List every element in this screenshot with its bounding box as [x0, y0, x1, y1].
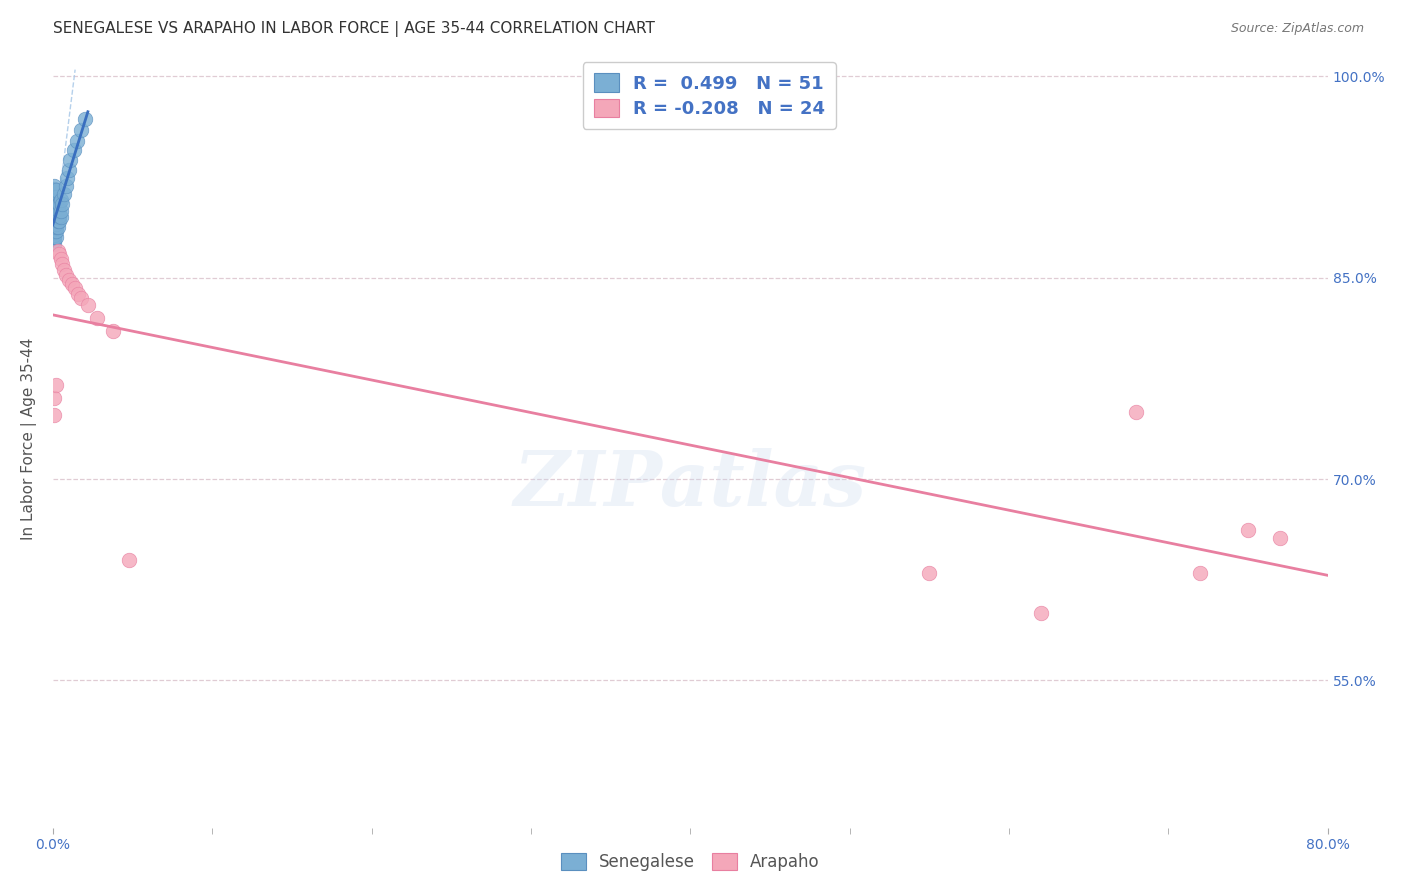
Point [49, 203, 72, 218]
Point [44, 217, 66, 231]
Point [44, 237, 66, 252]
Point [60, 277, 83, 292]
Point [45, 211, 67, 225]
Point [46, 203, 69, 218]
Point [44, 197, 66, 211]
Point [56, 171, 79, 186]
Point [45, 203, 67, 218]
Text: SENEGALESE VS ARAPAHO IN LABOR FORCE | AGE 35-44 CORRELATION CHART: SENEGALESE VS ARAPAHO IN LABOR FORCE | A… [53, 21, 655, 37]
Point [48, 214, 70, 228]
Point [52, 262, 75, 277]
Point [44, 190, 66, 204]
Point [49, 211, 72, 225]
Point [62, 143, 84, 157]
Point [45, 217, 67, 231]
Point [45, 183, 67, 197]
Point [45, 224, 67, 238]
Y-axis label: In Labor Force | Age 35-44: In Labor Force | Age 35-44 [21, 337, 37, 540]
Point [59, 153, 82, 167]
Point [66, 134, 89, 148]
Point [46, 219, 69, 234]
Point [44, 233, 66, 247]
Point [48, 203, 70, 218]
Point [70, 291, 93, 305]
Point [44, 214, 66, 228]
Point [51, 197, 73, 211]
Point [70, 123, 93, 137]
Point [45, 230, 67, 244]
Point [44, 219, 66, 234]
Point [52, 187, 75, 202]
Point [45, 219, 67, 234]
Point [46, 244, 69, 258]
Point [44, 182, 66, 196]
Point [55, 268, 77, 282]
Point [44, 194, 66, 209]
Point [103, 324, 125, 338]
Point [73, 112, 96, 127]
Point [58, 273, 80, 287]
Point [44, 227, 66, 242]
Point [918, 566, 941, 580]
Point [44, 225, 66, 239]
Point [45, 190, 67, 204]
Point [1125, 405, 1147, 419]
Point [44, 230, 66, 244]
Point [76, 297, 98, 311]
Point [51, 257, 73, 271]
Point [1237, 523, 1260, 537]
Point [45, 378, 67, 392]
Point [48, 246, 70, 260]
Point [46, 197, 69, 211]
Point [48, 209, 70, 223]
Point [44, 185, 66, 199]
Point [44, 211, 66, 225]
Point [48, 197, 70, 211]
Point [44, 203, 66, 218]
Point [44, 201, 66, 215]
Point [44, 222, 66, 236]
Point [44, 179, 66, 194]
Point [63, 281, 86, 295]
Point [58, 163, 80, 178]
Legend: Senegalese, Arapaho: Senegalese, Arapaho [554, 847, 827, 878]
Point [44, 187, 66, 202]
Point [44, 408, 66, 422]
Point [86, 310, 108, 325]
Point [49, 193, 72, 207]
Point [1189, 566, 1212, 580]
Point [46, 214, 69, 228]
Text: Source: ZipAtlas.com: Source: ZipAtlas.com [1230, 22, 1364, 36]
Text: ZIPatlas: ZIPatlas [513, 449, 868, 523]
Point [45, 197, 67, 211]
Point [1268, 531, 1291, 545]
Point [44, 206, 66, 220]
Point [49, 252, 72, 266]
Point [67, 286, 90, 301]
Point [1029, 606, 1052, 620]
Point [55, 179, 77, 194]
Point [44, 392, 66, 406]
Point [46, 211, 69, 225]
Point [118, 552, 141, 566]
